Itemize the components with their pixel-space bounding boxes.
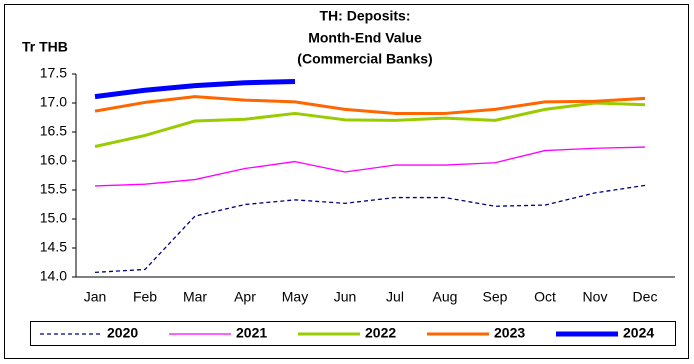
x-tick-label: May <box>282 289 308 305</box>
x-tick-label: Jul <box>386 289 404 305</box>
x-tick-label: Sep <box>483 289 508 305</box>
legend-label: 2020 <box>107 325 138 341</box>
y-tick-label: 17.0 <box>40 94 67 110</box>
x-tick-label: Feb <box>133 289 157 305</box>
x-tick-label: Mar <box>183 289 207 305</box>
y-tick-label: 16.0 <box>40 152 67 168</box>
y-tick-label: 17.5 <box>40 65 67 81</box>
x-tick-label: Apr <box>234 289 256 305</box>
x-tick-label: Aug <box>433 289 458 305</box>
y-tick-label: 14.0 <box>40 268 67 284</box>
chart-frame <box>4 4 689 359</box>
x-tick-label: Oct <box>534 289 556 305</box>
y-tick-label: 15.5 <box>40 181 67 197</box>
y-tick-label: 14.5 <box>40 239 67 255</box>
series-line <box>94 101 646 148</box>
chart-title: Month-End Value <box>308 30 422 46</box>
legend-label: 2022 <box>365 325 396 341</box>
series-line <box>94 95 646 115</box>
chart-title: TH: Deposits: <box>320 8 411 24</box>
legend-label: 2021 <box>236 325 267 341</box>
x-tick-label: Dec <box>633 289 658 305</box>
x-tick-label: Jun <box>334 289 357 305</box>
legend-label: 2024 <box>623 325 654 341</box>
chart-title: (Commercial Banks) <box>297 51 432 67</box>
series-line <box>94 184 646 274</box>
y-tick-label: 16.5 <box>40 123 67 139</box>
x-tick-label: Jan <box>84 289 107 305</box>
x-tick-label: Nov <box>583 289 608 305</box>
y-tick-label: 15.0 <box>40 210 67 226</box>
legend-label: 2023 <box>494 325 525 341</box>
series-line <box>94 79 296 100</box>
series-line <box>94 146 646 187</box>
y-axis-label: Tr THB <box>22 39 68 55</box>
